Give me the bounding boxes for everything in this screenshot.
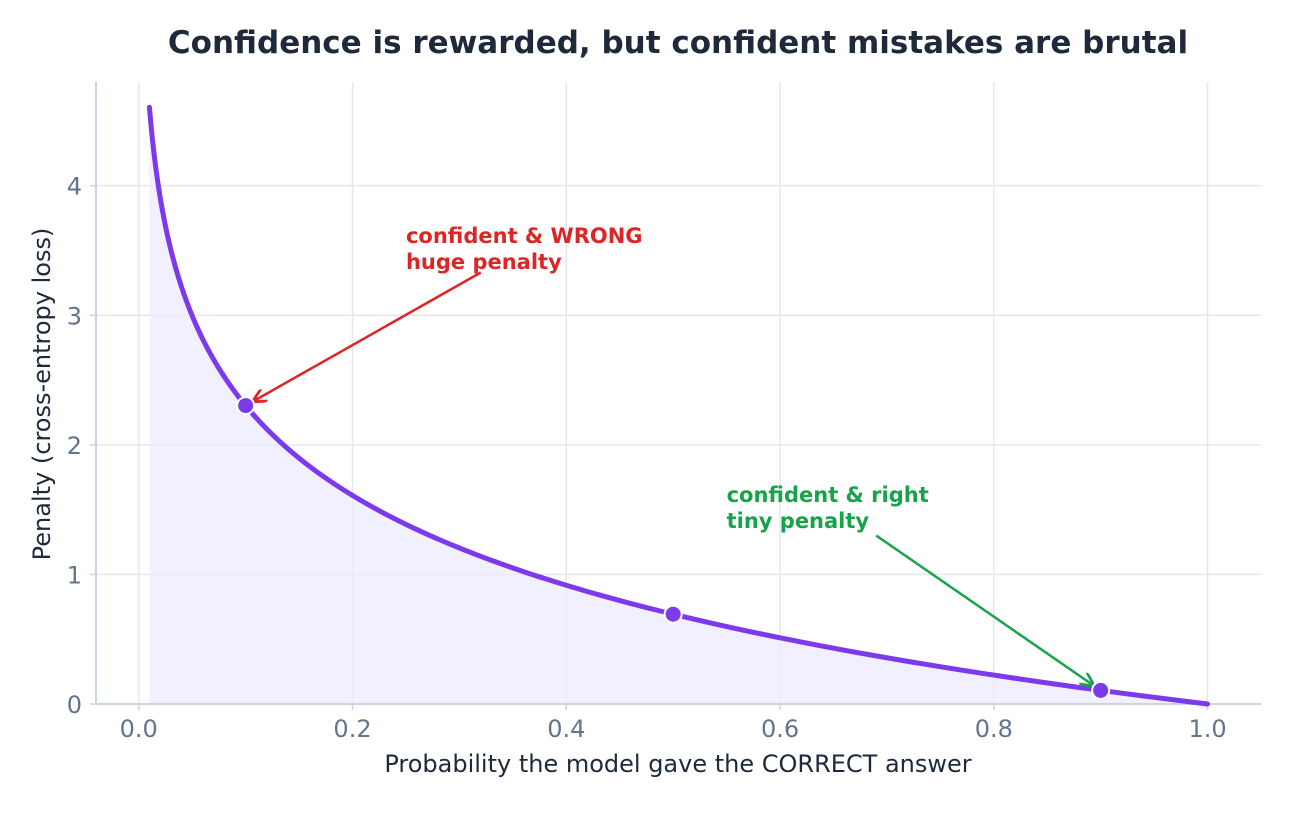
x-axis-label: Probability the model gave the CORRECT a… — [384, 750, 971, 778]
chart-title: Confidence is rewarded, but confident mi… — [168, 25, 1188, 61]
data-point-1 — [663, 604, 683, 624]
x-tick-label-4: 0.8 — [975, 715, 1013, 743]
x-tick-label-0: 0.0 — [120, 715, 158, 743]
annotation-text-1-0: confident & right — [727, 483, 929, 507]
x-tick-label-5: 1.0 — [1188, 715, 1226, 743]
area-fill — [149, 107, 1208, 704]
data-point-0 — [236, 396, 256, 416]
annotation-text-0-0: confident & WRONG — [406, 224, 643, 248]
y-tick-label-0: 0 — [67, 691, 82, 719]
annotation-arrow-0 — [253, 271, 482, 401]
y-tick-label-1: 1 — [67, 561, 82, 589]
x-tick-label-2: 0.4 — [547, 715, 585, 743]
y-tick-label-4: 4 — [67, 173, 82, 201]
y-tick-label-3: 3 — [67, 302, 82, 330]
annotation-text-1-1: tiny penalty — [727, 509, 870, 533]
area-fill-group — [149, 107, 1208, 704]
x-tick-label-1: 0.2 — [333, 715, 371, 743]
tick-labels: 0.0 0.2 0.4 0.6 0.8 1.0 0 1 2 3 4 — [67, 173, 1227, 743]
annotation-text-0-1: huge penalty — [406, 250, 562, 274]
y-axis-label: Penalty (cross-entropy loss) — [28, 228, 56, 561]
points-group — [236, 396, 1111, 700]
annotation-arrow-1 — [875, 534, 1093, 686]
y-tick-label-2: 2 — [67, 432, 82, 460]
x-tick-label-3: 0.6 — [761, 715, 799, 743]
data-point-2 — [1091, 680, 1111, 700]
axes — [90, 82, 1261, 710]
